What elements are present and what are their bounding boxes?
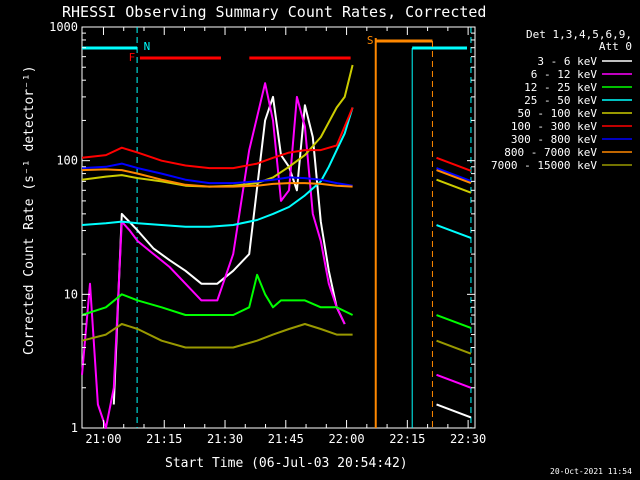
x-tick-label: 22:30 [450, 432, 486, 446]
series-line-4 [81, 64, 354, 188]
legend-label: 100 - 300 keV [511, 120, 597, 133]
x-tick-label: 22:15 [389, 432, 425, 446]
series-tail-8 [436, 339, 472, 355]
series-tail-4 [436, 178, 472, 194]
series-line-2 [81, 273, 354, 316]
timestamp-label: 20-Oct-2021 11:54 [550, 467, 632, 476]
y-tick-label: 1 [71, 421, 78, 435]
series-tail-7 [436, 169, 472, 184]
x-tick-label: 21:15 [146, 432, 182, 446]
legend-label: 6 - 12 keV [531, 68, 598, 81]
legend-label: 300 - 800 keV [511, 133, 597, 146]
series-tail-2 [436, 314, 472, 329]
night-label: N [144, 40, 151, 53]
y-tick-label: 10 [64, 287, 78, 301]
plot-layers: FN S [81, 27, 472, 429]
legend-label: 50 - 100 keV [518, 107, 598, 120]
x-tick-label: 21:00 [85, 432, 121, 446]
legend-header: Det 1,3,4,5,6,9, [526, 28, 632, 41]
x-tick-label: 21:45 [268, 432, 304, 446]
legend-label: 7000 - 15000 keV [491, 159, 597, 172]
series-tail-0 [436, 403, 472, 419]
x-tick-label: 22:00 [329, 432, 365, 446]
series-line-1 [81, 82, 346, 429]
series-line-5 [81, 107, 354, 170]
legend-label: 12 - 25 keV [524, 81, 597, 94]
axes-layer: 1 10 100 1000 21:00 21:15 21:30 21:45 22:00 22:15… [49, 20, 486, 446]
series-line-8 [81, 323, 353, 349]
series-line-6 [81, 162, 353, 187]
y-axis-label: Corrected Count Rate (s⁻¹ detector⁻¹) [22, 65, 37, 355]
plot-area-frame [81, 26, 476, 429]
legend-label: 800 - 7000 keV [504, 146, 597, 159]
series-line-0 [112, 95, 346, 405]
series-line-3 [81, 107, 354, 228]
legend-header: Att 0 [599, 40, 632, 53]
y-tick-label: 1000 [49, 20, 78, 34]
series-tail-6 [436, 167, 472, 182]
series-tail-3 [436, 224, 472, 239]
saa-label: S [367, 34, 374, 47]
chart-title: RHESSI Observing Summary Count Rates, Co… [62, 3, 486, 21]
flare-label: F [129, 51, 136, 64]
y-tick-label: 100 [56, 154, 78, 168]
legend-label: 3 - 6 keV [537, 55, 597, 68]
legend-label: 25 - 50 keV [524, 94, 597, 107]
series-tail-1 [436, 373, 472, 389]
x-axis-label: Start Time (06-Jul-03 20:54:42) [165, 456, 408, 471]
series-tail-5 [436, 156, 472, 172]
x-tick-label: 21:30 [207, 432, 243, 446]
series-line-7 [81, 168, 353, 188]
